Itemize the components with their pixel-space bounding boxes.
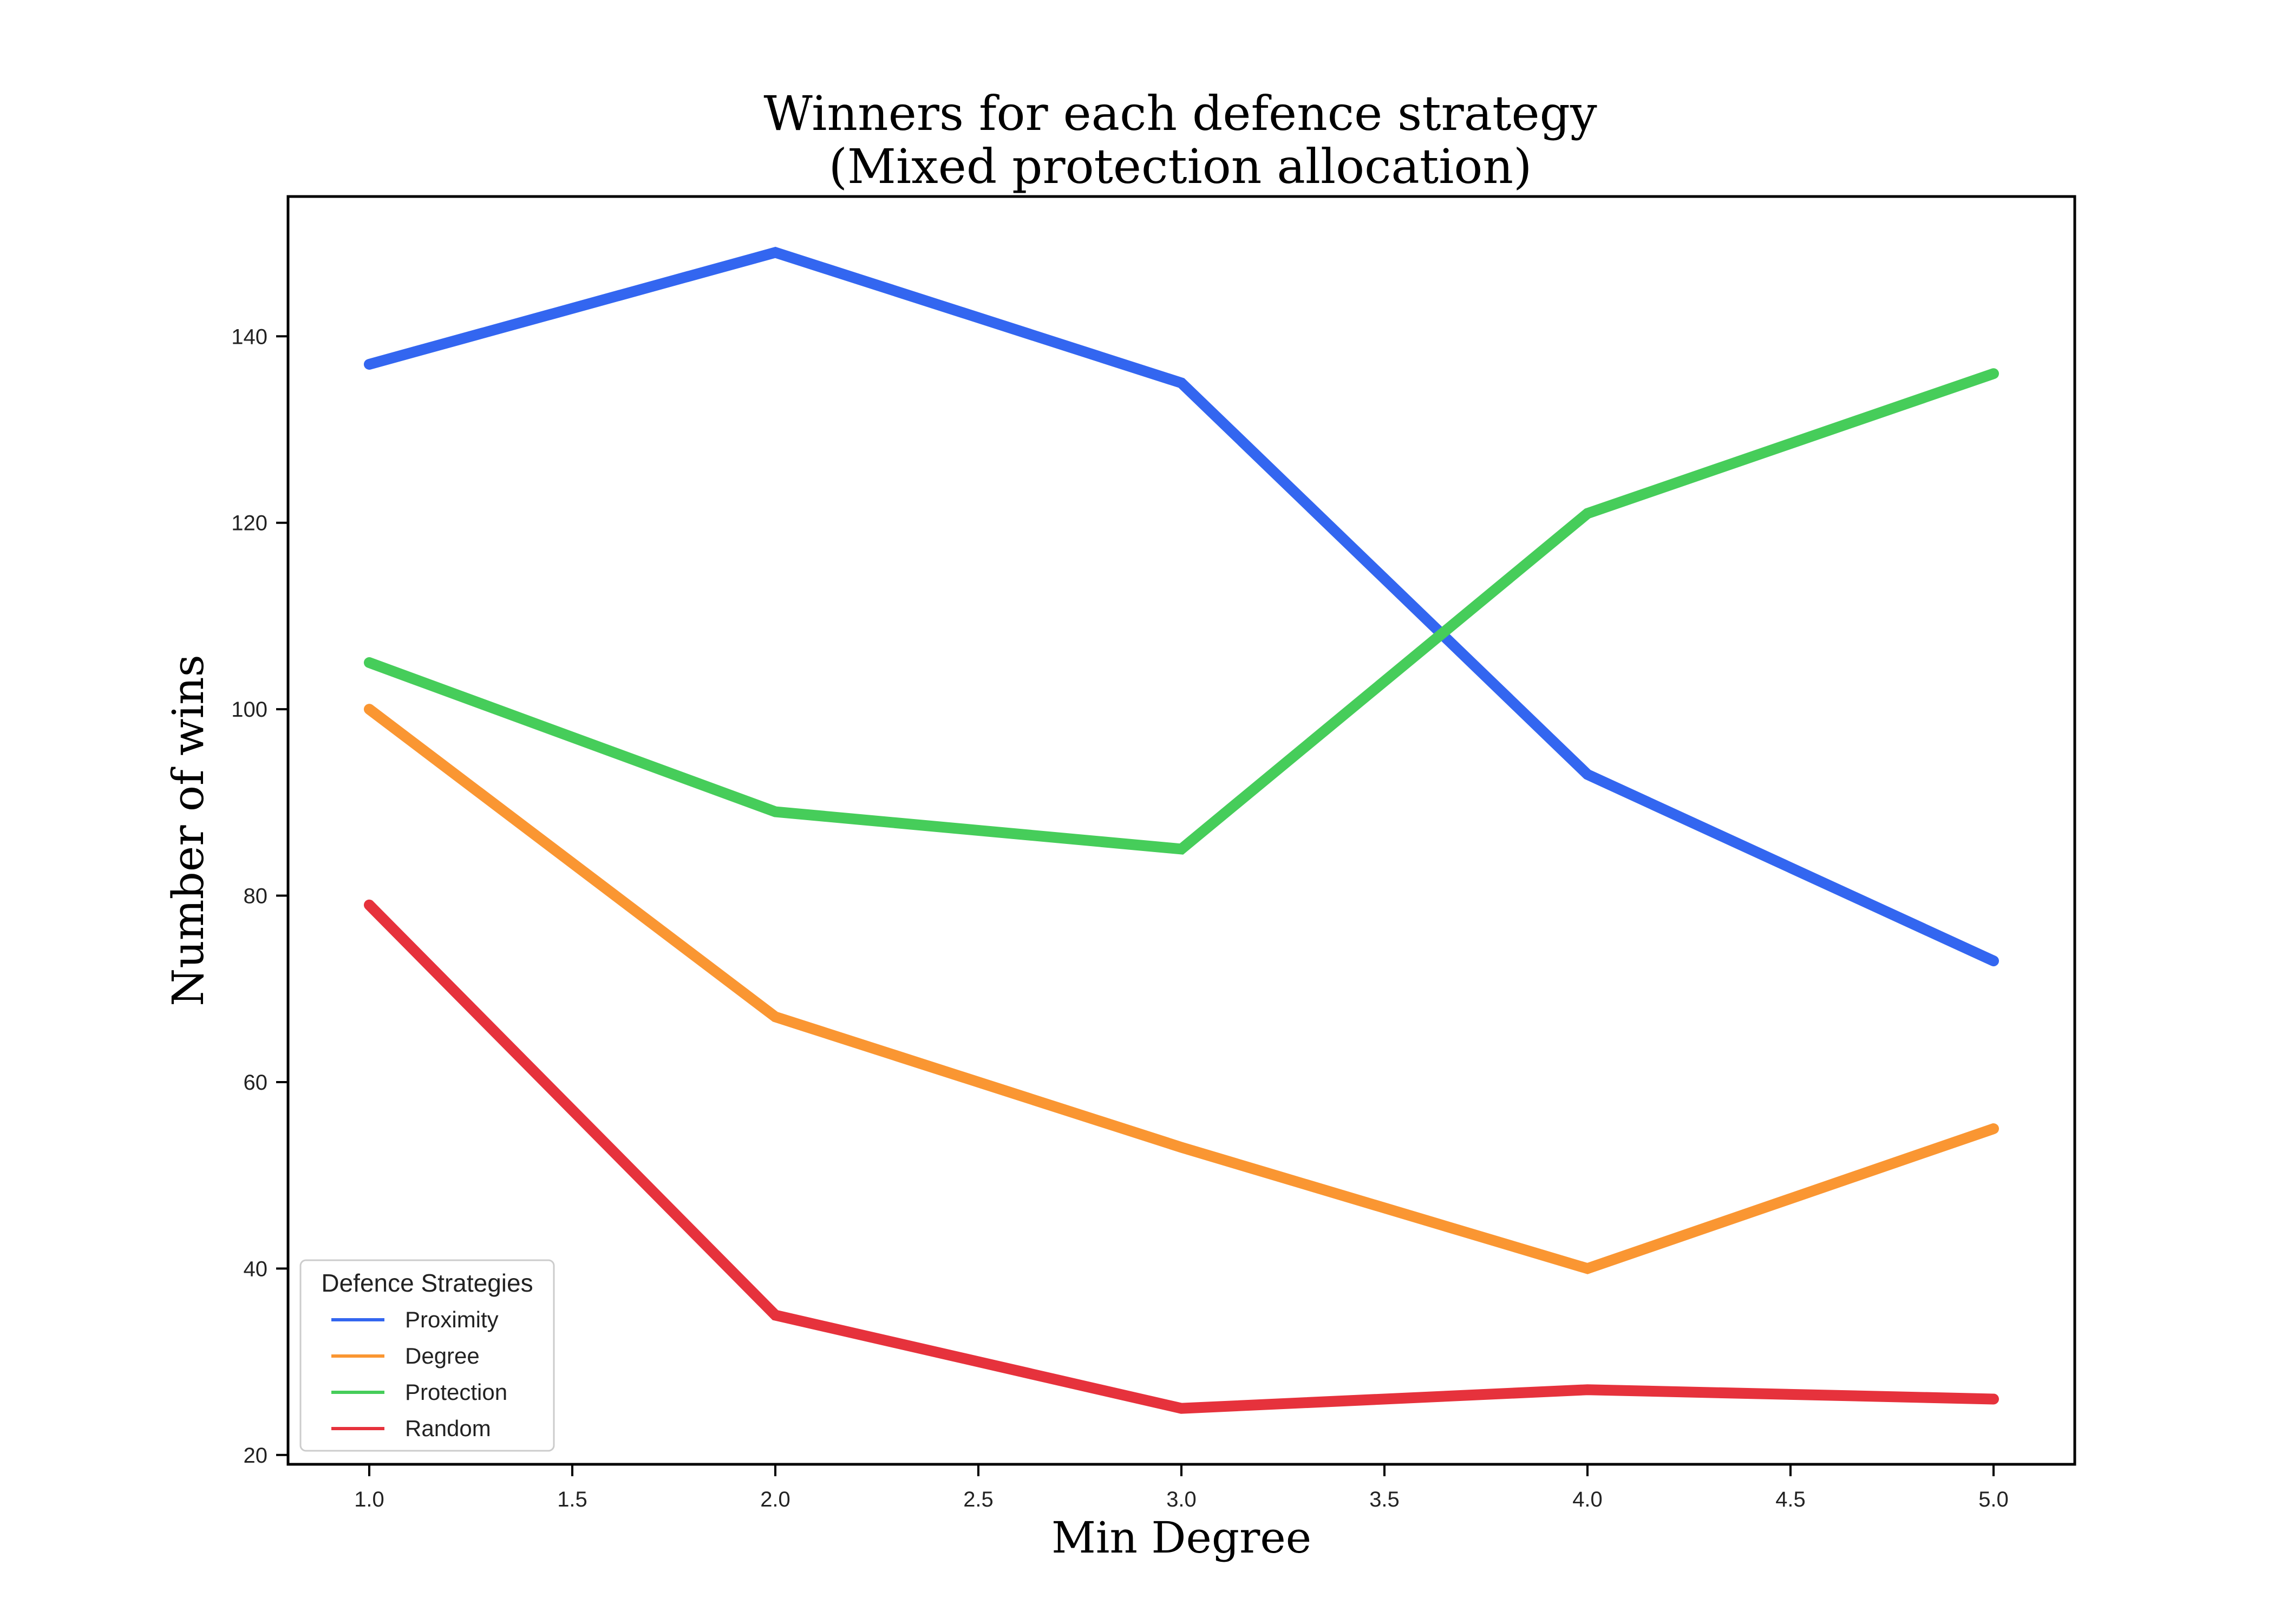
series-line-random [364, 899, 1999, 1414]
x-axis-label: Min Degree [1051, 1512, 1311, 1563]
x-tick-label: 3.5 [1369, 1488, 1400, 1511]
legend-entries: Proximity Degree Protection Random [331, 1307, 507, 1441]
y-tick-label: 40 [244, 1257, 268, 1281]
y-axis: 20 40 60 80 100 120 140 [231, 325, 288, 1468]
y-tick-label: 140 [231, 325, 267, 349]
y-tick-label: 100 [231, 698, 267, 722]
legend-label-protection: Protection [405, 1379, 507, 1405]
legend-label-proximity: Proximity [405, 1307, 499, 1332]
chart-subtitle: (Mixed protection allocation) [829, 139, 1532, 194]
x-tick-label: 1.5 [557, 1488, 587, 1511]
x-tick-label: 1.0 [354, 1488, 384, 1511]
legend-box [299, 1259, 555, 1452]
series-line-protection [364, 368, 1999, 855]
y-tick-label: 60 [244, 1071, 268, 1095]
legend-label-random: Random [405, 1416, 491, 1441]
series-layer [364, 246, 1999, 1414]
legend: Defence Strategies Proximity Degree Protec… [299, 1259, 555, 1452]
chart-title: Winners for each defence strategy [763, 86, 1597, 141]
y-tick-label: 80 [244, 885, 268, 908]
series-line-proximity [364, 246, 1999, 967]
x-tick-label: 4.0 [1572, 1488, 1603, 1511]
legend-title: Defence Strategies [321, 1269, 533, 1297]
y-tick-label: 120 [231, 512, 267, 535]
x-tick-label: 5.0 [1978, 1488, 2009, 1511]
y-axis-label: Number of wins [163, 654, 213, 1006]
series-line-degree [364, 704, 1999, 1274]
x-tick-label: 2.0 [760, 1488, 790, 1511]
y-tick-label: 20 [244, 1444, 268, 1468]
x-tick-label: 3.0 [1166, 1488, 1197, 1511]
x-tick-label: 2.5 [963, 1488, 994, 1511]
x-axis: 1.0 1.5 2.0 2.5 3.0 3.5 4.0 4.5 5.0 [354, 1464, 2009, 1511]
legend-label-degree: Degree [405, 1343, 480, 1368]
x-tick-label: 4.5 [1775, 1488, 1806, 1511]
